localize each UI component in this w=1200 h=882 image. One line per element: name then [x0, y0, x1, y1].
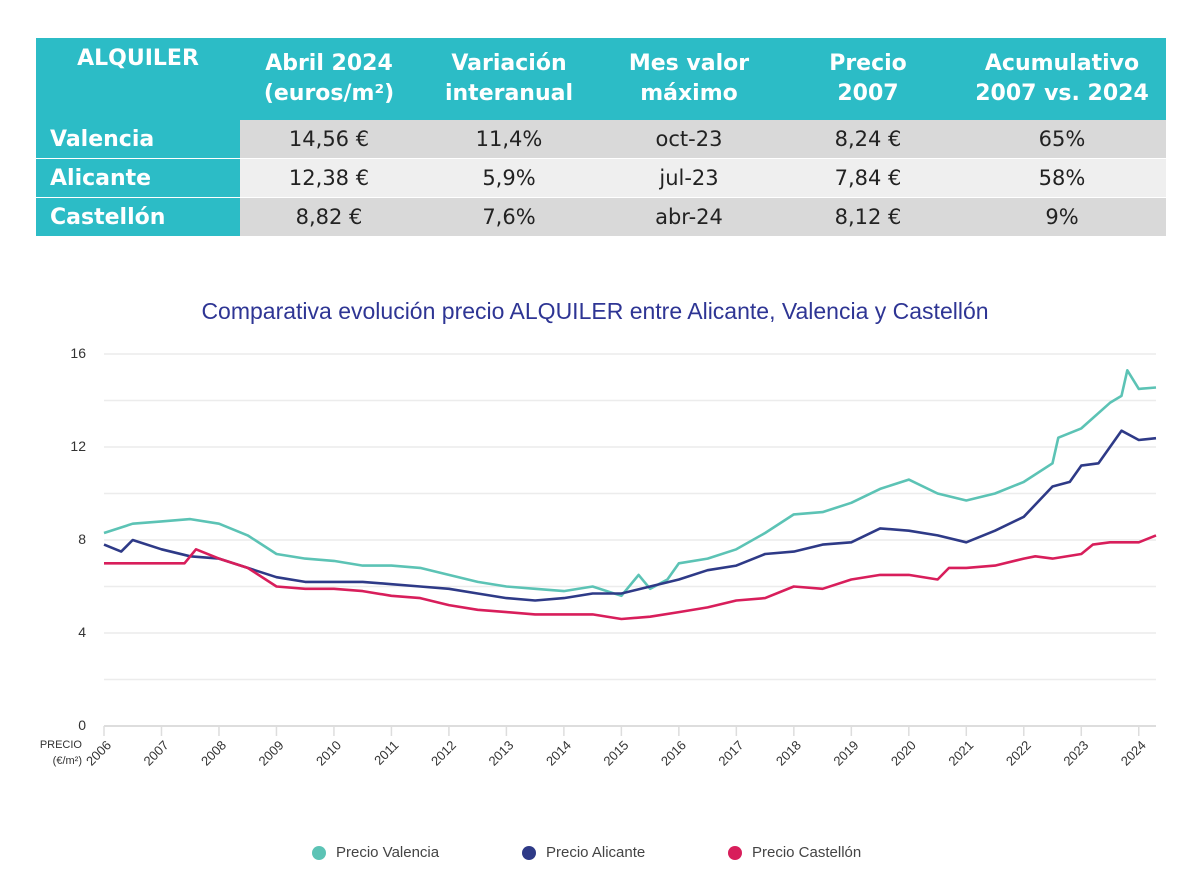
y-tick-label: 12 — [70, 438, 86, 454]
column-header: Abril 2024 (euros/m²) — [240, 38, 418, 120]
legend: Precio Valencia Precio Alicante Precio C… — [0, 844, 1200, 864]
column-header-line: Abril 2024 — [265, 51, 393, 76]
rental-table: ALQUILER Abril 2024 (euros/m²) Variación int… — [36, 38, 1166, 237]
legend-swatch-valencia — [312, 845, 326, 860]
column-header-line: Acumulativo — [984, 51, 1140, 76]
column-header-line: máximo — [640, 81, 738, 106]
column-header-line: Mes valor — [628, 51, 750, 76]
legend-item-valencia: Precio Valencia — [312, 844, 439, 861]
column-header-line: 2007 — [837, 81, 899, 106]
column-header: Acumulativo 2007 vs. 2024 — [958, 38, 1166, 120]
y-tick-label: 16 — [70, 345, 86, 361]
y-tick-label: 4 — [78, 624, 86, 640]
table-cell: 7,6% — [418, 197, 600, 237]
column-header-line: Variación — [451, 51, 567, 76]
table-cell: 7,84 € — [778, 158, 958, 198]
x-tick-label: 2018 — [773, 738, 804, 769]
x-tick-label: 2024 — [1118, 738, 1149, 769]
table-row: Alicante 12,38 €5,9% jul-23 7,84 €58% — [36, 158, 1166, 198]
x-tick-label: 2019 — [830, 738, 861, 769]
x-tick-label: 2012 — [428, 738, 459, 769]
x-tick-label: 2008 — [198, 738, 229, 769]
x-tick-label: 2006 — [83, 738, 114, 769]
series-line-alicante — [103, 429, 1157, 602]
table-cell: 58% — [958, 158, 1166, 198]
x-tick-label: 2017 — [715, 738, 746, 769]
x-tick-label: 2013 — [485, 738, 516, 769]
x-tick-label: 2011 — [371, 738, 401, 768]
table-cell: 9% — [958, 197, 1166, 237]
legend-swatch-alicante — [522, 845, 536, 860]
column-header: Variación interanual — [418, 38, 600, 120]
series-line-valencia — [103, 369, 1157, 598]
table-row: Castellón 8,82 €7,6% abr-24 8,12 €9% — [36, 197, 1166, 237]
table-cell: 11,4% — [418, 120, 600, 159]
table-cell: 14,56 € — [240, 120, 418, 159]
x-tick-label: 2016 — [658, 738, 689, 769]
legend-label: Precio Valencia — [336, 844, 440, 861]
y-tick-label: 0 — [78, 717, 86, 733]
x-tick-label: 2020 — [888, 738, 919, 769]
table-row: Valencia 14,56 €11,4% oct-23 8,24 €65% — [36, 120, 1166, 159]
x-tick-label: 2021 — [945, 738, 976, 769]
table-cell: 8,82 € — [240, 197, 418, 237]
y-axis-unit: (€/m²) — [53, 755, 82, 767]
y-axis-label: PRECIO — [40, 739, 83, 751]
column-header: ALQUILER — [36, 38, 240, 120]
legend-label: Precio Castellón — [752, 844, 862, 861]
x-tick-label: 2010 — [313, 738, 344, 769]
chart-title: Comparativa evolución precio ALQUILER en… — [201, 298, 989, 324]
x-tick-label: 2023 — [1060, 738, 1091, 769]
column-header-line: interanual — [444, 81, 574, 106]
column-header-line: Precio — [829, 51, 907, 76]
column-header-line: ALQUILER — [77, 46, 199, 71]
column-header: Mes valor máximo — [600, 38, 778, 120]
column-header-line: (euros/m²) — [263, 81, 395, 106]
x-tick-label: 2007 — [141, 738, 172, 769]
table-header-row: ALQUILER Abril 2024 (euros/m²) Variación int… — [36, 38, 1166, 120]
x-tick-label: 2009 — [256, 738, 287, 769]
table-cell: 5,9% — [418, 158, 600, 198]
table-cell: 8,12 € — [778, 197, 958, 237]
row-label: Castellón — [36, 197, 240, 237]
legend-swatch-castellon — [728, 845, 742, 860]
x-tick-label: 2022 — [1003, 738, 1034, 769]
table-cell: 12,38 € — [240, 158, 418, 198]
legend-label: Precio Alicante — [546, 844, 646, 861]
table-cell: jul-23 — [600, 158, 778, 198]
legend-item-alicante: Precio Alicante — [522, 844, 645, 861]
table-cell: 8,24 € — [778, 120, 958, 159]
table-cell: 65% — [958, 120, 1166, 159]
y-tick-label: 8 — [78, 531, 86, 547]
column-header-line: 2007 vs. 2024 — [975, 81, 1149, 106]
x-tick-label: 2014 — [543, 738, 574, 769]
x-tick-label: 2015 — [600, 738, 631, 769]
row-label: Valencia — [36, 120, 240, 159]
row-label: Alicante — [36, 158, 240, 198]
column-header: Precio 2007 — [778, 38, 958, 120]
table-cell: abr-24 — [600, 197, 778, 237]
series-line-castellon — [104, 534, 1157, 621]
table-cell: oct-23 — [600, 120, 778, 159]
legend-item-castellon: Precio Castellón — [728, 844, 861, 861]
